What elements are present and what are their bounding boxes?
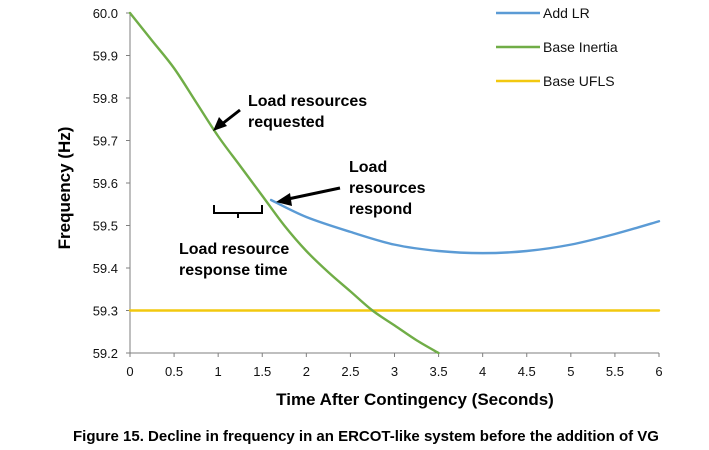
x-tick-label: 1 [215,364,222,379]
legend-entry-base-inertia: Base Inertia [496,39,618,55]
x-tick-label: 3.5 [430,364,448,379]
x-tick-label: 4 [479,364,486,379]
arrow-respond-head [276,193,292,206]
y-tick-label: 59.9 [93,49,118,64]
legend-label: Add LR [543,5,590,21]
figure-caption: Figure 15. Decline in frequency in an ER… [73,428,659,445]
annotations: Load resources requested Load resources resp… [179,93,426,279]
y-tick-label: 59.3 [93,304,118,319]
legend-entry-base-ufls: Base UFLS [496,73,615,89]
y-tick-label: 59.4 [93,261,118,276]
x-tick-label: 0.5 [165,364,183,379]
annotation-respond-line1: Load [349,159,387,176]
arrow-requested-shaft [221,108,241,126]
axes: 0 0.5 1 1.5 2 2.5 3 3.5 4 4.5 5 5.5 6 60.0 59.9 59.8 59.… [93,6,663,379]
y-tick-label: 59.5 [93,219,118,234]
y-axis-title: Frequency (Hz) [55,127,74,250]
y-tick-label: 59.6 [93,176,118,191]
annotation-response-time-line1: Load resource [179,241,289,258]
legend-entry-add-lr: Add LR [496,5,590,21]
legend-label: Base UFLS [543,73,615,89]
x-tick-label: 6 [655,364,662,379]
y-tick-label: 59.8 [93,91,118,106]
annotation-requested-line2: requested [248,114,324,131]
x-tick-label: 0 [126,364,133,379]
annotation-requested-line1: Load resources [248,93,367,110]
y-tick-label: 59.2 [93,346,118,361]
legend-label: Base Inertia [543,39,618,55]
legend: Add LR Base Inertia Base UFLS [496,5,618,89]
series-line-add-lr [269,198,661,255]
x-tick-label: 5 [567,364,574,379]
annotation-response-time-line2: response time [179,262,288,279]
annotation-respond-line2: resources [349,180,426,197]
arrow-respond-shaft [287,186,341,201]
series-line-base-inertia [128,11,440,355]
x-tick-label: 2.5 [341,364,359,379]
response-time-bracket [213,205,263,218]
annotation-respond-line3: respond [349,201,412,218]
x-tick-label: 5.5 [606,364,624,379]
y-tick-label: 59.7 [93,134,118,149]
arrow-requested-head [213,117,227,131]
x-tick-label: 4.5 [518,364,536,379]
x-tick-label: 3 [391,364,398,379]
series-lines [128,11,661,355]
x-tick-label: 1.5 [253,364,271,379]
x-axis-title: Time After Contingency (Seconds) [276,390,554,409]
x-tick-label: 2 [303,364,310,379]
y-tick-label: 60.0 [93,6,118,21]
